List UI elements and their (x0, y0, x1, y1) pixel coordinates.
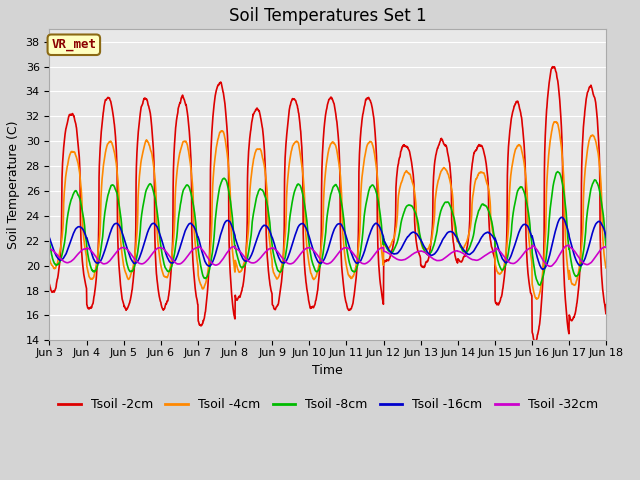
Tsoil -16cm (301, 224, 309, 229)
Tsoil -2cm (587, 84, 595, 89)
Text: VR_met: VR_met (51, 38, 97, 51)
Tsoil -16cm (557, 215, 565, 220)
Line: Tsoil -8cm: Tsoil -8cm (49, 171, 606, 285)
Tsoil -16cm (586, 238, 594, 243)
Line: Tsoil -2cm: Tsoil -2cm (49, 67, 606, 344)
Tsoil -8cm (484, 206, 492, 212)
Tsoil -32cm (587, 260, 595, 266)
Tsoil -4cm (301, 226, 309, 232)
Tsoil -2cm (45, 282, 53, 288)
Tsoil -2cm (301, 273, 309, 279)
Tsoil -4cm (587, 134, 595, 140)
X-axis label: Time: Time (312, 363, 343, 376)
Tsoil -32cm (45, 246, 53, 252)
Tsoil -32cm (602, 245, 610, 251)
Tsoil -16cm (587, 237, 595, 242)
Tsoil -16cm (74, 224, 82, 230)
Tsoil -2cm (586, 83, 594, 89)
Tsoil -4cm (586, 134, 594, 140)
Tsoil -32cm (586, 260, 594, 266)
Tsoil -8cm (587, 188, 595, 193)
Tsoil -2cm (602, 302, 610, 308)
Tsoil -8cm (602, 243, 610, 249)
Tsoil -4cm (533, 296, 541, 302)
Line: Tsoil -4cm: Tsoil -4cm (49, 122, 606, 299)
Tsoil -32cm (316, 256, 324, 262)
Line: Tsoil -16cm: Tsoil -16cm (49, 217, 606, 269)
Tsoil -16cm (316, 261, 324, 266)
Tsoil -2cm (531, 341, 539, 347)
Line: Tsoil -32cm: Tsoil -32cm (49, 245, 606, 266)
Tsoil -16cm (484, 229, 492, 235)
Title: Soil Temperatures Set 1: Soil Temperatures Set 1 (229, 7, 427, 25)
Tsoil -8cm (74, 192, 82, 197)
Tsoil -8cm (45, 239, 53, 245)
Tsoil -8cm (301, 207, 309, 213)
Tsoil -2cm (316, 257, 324, 263)
Tsoil -8cm (586, 189, 594, 195)
Tsoil -32cm (74, 252, 82, 257)
Tsoil -2cm (484, 176, 492, 181)
Tsoil -4cm (316, 254, 324, 260)
Tsoil -32cm (547, 264, 554, 269)
Tsoil -8cm (536, 282, 544, 288)
Tsoil -4cm (45, 256, 53, 262)
Y-axis label: Soil Temperature (C): Soil Temperature (C) (7, 120, 20, 249)
Tsoil -4cm (552, 119, 560, 125)
Tsoil -32cm (565, 242, 573, 248)
Tsoil -16cm (602, 234, 610, 240)
Tsoil -4cm (484, 183, 492, 189)
Tsoil -4cm (602, 262, 610, 267)
Tsoil -2cm (548, 64, 556, 70)
Tsoil -32cm (301, 246, 309, 252)
Tsoil -8cm (316, 263, 324, 269)
Tsoil -16cm (539, 266, 547, 272)
Tsoil -8cm (554, 168, 562, 174)
Legend: Tsoil -2cm, Tsoil -4cm, Tsoil -8cm, Tsoil -16cm, Tsoil -32cm: Tsoil -2cm, Tsoil -4cm, Tsoil -8cm, Tsoi… (53, 393, 603, 416)
Tsoil -16cm (45, 235, 53, 241)
Tsoil -32cm (484, 251, 492, 257)
Tsoil -2cm (74, 138, 82, 144)
Tsoil -4cm (74, 159, 82, 165)
